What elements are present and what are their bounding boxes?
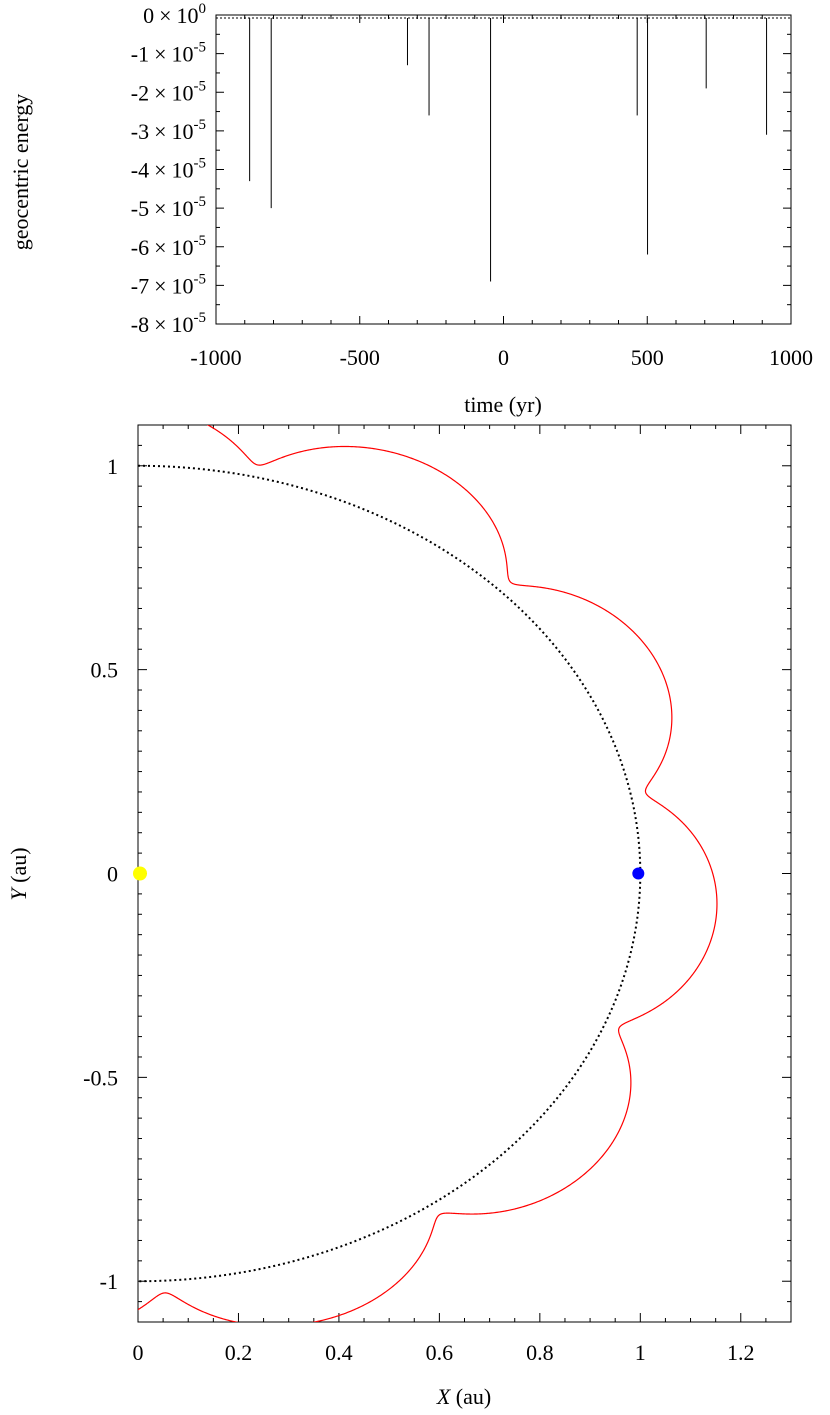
- energy-panel: 0 × 100-1 × 10-5-2 × 10-5-3 × 10-5-4 × 10-5-5 × 10-5…: [8, 1, 813, 417]
- energy-ticks: [215, 14, 792, 325]
- energy-y-tick-label: 0 × 100: [143, 1, 206, 28]
- energy-y-tick-base: 10: [172, 235, 194, 260]
- energy-x-tick-label: -1000: [190, 345, 241, 370]
- energy-series: [216, 17, 791, 282]
- energy-y-tick-mantissa: -8: [131, 312, 149, 337]
- orbit-y-tick-label: 0: [107, 862, 118, 887]
- energy-y-tick-label: -3 × 10-5: [131, 117, 206, 144]
- sun-marker: [133, 866, 147, 881]
- energy-y-tick-base: 10: [172, 80, 194, 105]
- energy-y-tick-label: -7 × 10-5: [131, 271, 206, 298]
- energy-x-tick-label: 0: [498, 345, 509, 370]
- earth-marker: [632, 867, 645, 880]
- orbit-x-tick-labels: 0 0.2 0.4 0.6 0.8 1 1.2: [133, 1340, 755, 1365]
- orbit-x-axis-var: X: [436, 1384, 452, 1409]
- energy-y-tick-mantissa: -1: [131, 42, 149, 67]
- orbit-x-axis-unit: (au): [450, 1384, 491, 1409]
- energy-y-tick-base: 10: [172, 119, 194, 144]
- energy-y-tick-base: 10: [172, 273, 194, 298]
- energy-y-tick-exponent: -5: [194, 233, 207, 249]
- energy-y-tick-label: -2 × 10-5: [131, 78, 206, 105]
- energy-y-tick-times: ×: [159, 3, 171, 28]
- energy-y-tick-base: 10: [172, 42, 194, 67]
- energy-y-tick-exponent: -5: [194, 156, 207, 172]
- energy-y-tick-label: -4 × 10-5: [131, 156, 206, 183]
- energy-x-axis-title: time (yr): [464, 392, 542, 417]
- energy-y-tick-labels: 0 × 100-1 × 10-5-2 × 10-5-3 × 10-5-4 × 10-5-5 × 10-5…: [131, 1, 206, 337]
- energy-y-tick-base: 10: [172, 196, 194, 221]
- energy-y-tick-times: ×: [154, 196, 166, 221]
- energy-x-tick-labels: -1000 -500 0 500 1000: [190, 345, 813, 370]
- energy-y-tick-times: ×: [154, 312, 166, 337]
- energy-y-tick-label: -1 × 10-5: [131, 40, 206, 67]
- energy-y-tick-exponent: -5: [194, 310, 207, 326]
- orbit-x-axis-title: X (au): [436, 1384, 491, 1409]
- energy-y-tick-base: 10: [172, 158, 194, 183]
- energy-y-tick-exponent: -5: [194, 117, 207, 133]
- orbit-x-tick-label: 0.2: [225, 1340, 253, 1365]
- energy-y-tick-times: ×: [154, 119, 166, 144]
- orbit-plot-frame: [137, 424, 792, 1323]
- orbit-y-tick-label: 1: [107, 454, 118, 479]
- energy-y-tick-times: ×: [154, 42, 166, 67]
- energy-y-tick-base: 10: [177, 3, 199, 28]
- energy-y-tick-times: ×: [154, 273, 166, 298]
- orbit-x-tick-label: 0: [133, 1340, 144, 1365]
- energy-y-tick-mantissa: -2: [131, 80, 149, 105]
- orbit-ticks: [137, 424, 792, 1323]
- orbit-x-tick-label: 0.8: [526, 1340, 554, 1365]
- orbit-y-tick-label: 0.5: [91, 658, 119, 683]
- orbit-y-axis-unit: (au): [6, 847, 31, 888]
- loop-trajectory: [138, 425, 718, 1322]
- energy-plot-frame: [215, 14, 792, 325]
- energy-y-tick-label: -6 × 10-5: [131, 233, 206, 260]
- energy-y-axis-title: geocentric energy: [8, 94, 33, 251]
- orbit-y-tick-label: -0.5: [83, 1065, 118, 1090]
- energy-y-tick-times: ×: [154, 235, 166, 260]
- orbit-y-axis-var: Y: [6, 886, 31, 901]
- energy-y-tick-times: ×: [154, 158, 166, 183]
- orbit-x-tick-label: 0.6: [426, 1340, 454, 1365]
- energy-y-tick-mantissa: -4: [131, 158, 149, 183]
- energy-y-tick-label: -8 × 10-5: [131, 310, 206, 337]
- orbit-curves: [133, 425, 718, 1322]
- energy-x-tick-label: -500: [340, 345, 380, 370]
- energy-y-tick-label: -5 × 10-5: [131, 194, 206, 221]
- orbit-y-axis-title: Y (au): [6, 847, 31, 900]
- energy-y-tick-times: ×: [154, 80, 166, 105]
- orbit-y-tick-label: -1: [100, 1269, 118, 1294]
- energy-y-tick-mantissa: -6: [131, 235, 149, 260]
- orbit-x-tick-label: 1.2: [727, 1340, 755, 1365]
- energy-y-tick-mantissa: -7: [131, 273, 149, 298]
- energy-y-tick-mantissa: -3: [131, 119, 149, 144]
- earth-orbit: [138, 464, 642, 1283]
- orbit-panel: 0 0.2 0.4 0.6 0.8 1 1.2 1 0.5 0 -0.5 -1 X (au) Y (…: [6, 424, 792, 1409]
- energy-y-tick-exponent: -5: [194, 78, 207, 94]
- energy-y-tick-exponent: 0: [199, 1, 207, 17]
- energy-y-tick-exponent: -5: [194, 271, 207, 287]
- energy-y-tick-mantissa: -5: [131, 196, 149, 221]
- energy-x-tick-label: 1000: [769, 345, 813, 370]
- orbit-x-tick-label: 1: [635, 1340, 646, 1365]
- energy-x-tick-label: 500: [631, 345, 664, 370]
- orbit-x-tick-label: 0.4: [325, 1340, 353, 1365]
- energy-y-tick-exponent: -5: [194, 194, 207, 210]
- energy-y-tick-exponent: -5: [194, 40, 207, 56]
- energy-y-tick-base: 10: [172, 312, 194, 337]
- orbit-y-tick-labels: 1 0.5 0 -0.5 -1: [83, 454, 118, 1294]
- energy-y-tick-mantissa: 0: [143, 3, 154, 28]
